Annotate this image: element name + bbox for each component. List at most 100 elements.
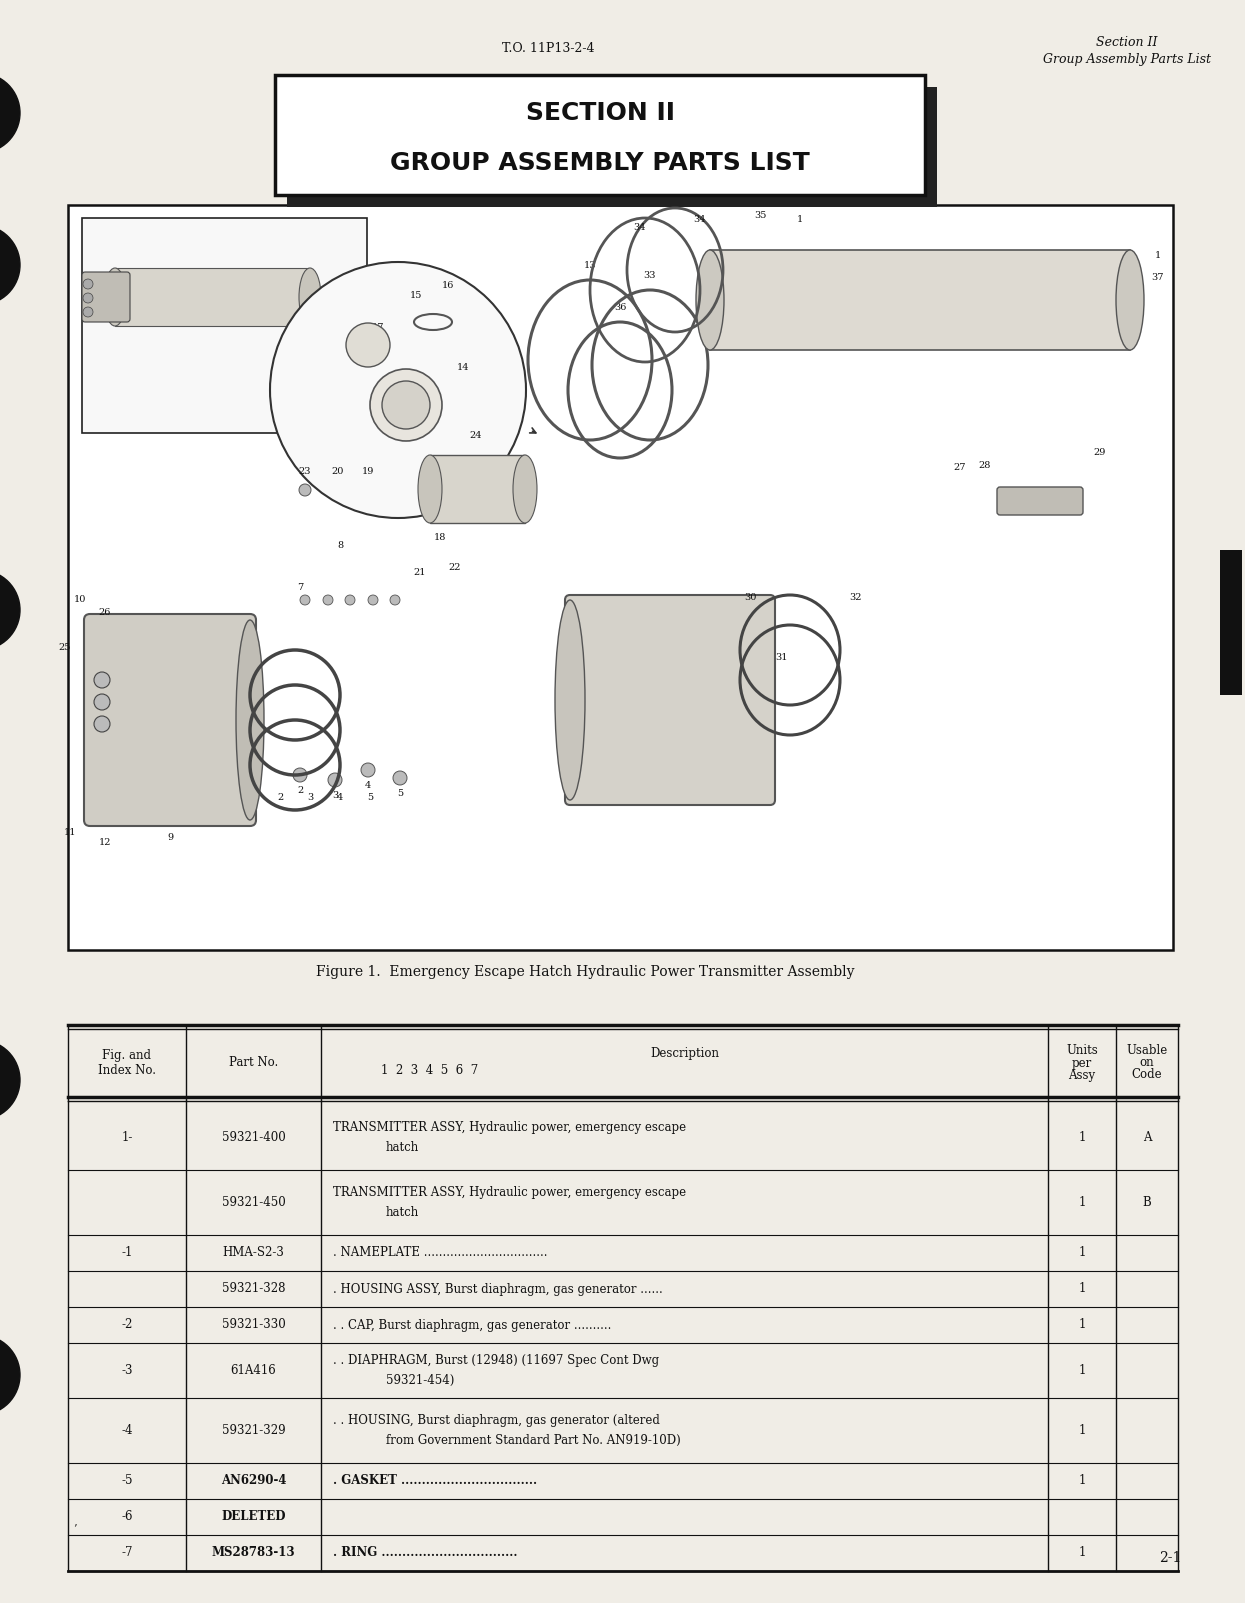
Text: 1  2  3  4  5  6  7: 1 2 3 4 5 6 7: [381, 1064, 478, 1077]
Bar: [82, 218, 367, 433]
Text: -5: -5: [121, 1475, 133, 1488]
Text: 20: 20: [332, 466, 344, 476]
Text: 1: 1: [1078, 1247, 1086, 1260]
Text: 18: 18: [433, 534, 446, 542]
Text: 1-: 1-: [121, 1132, 133, 1145]
Text: 7: 7: [296, 583, 303, 592]
Text: 17: 17: [372, 322, 385, 332]
Text: 27: 27: [954, 463, 966, 471]
Text: per: per: [1072, 1056, 1092, 1069]
Text: Units: Units: [1066, 1045, 1098, 1058]
Text: 4: 4: [337, 793, 344, 802]
Text: 2-1: 2-1: [1159, 1552, 1182, 1565]
Text: 2: 2: [296, 785, 303, 795]
Circle shape: [327, 773, 342, 787]
Text: T.O. 11P13-2-4: T.O. 11P13-2-4: [502, 42, 594, 55]
Ellipse shape: [382, 382, 430, 430]
Text: Figure 1.  Emergency Escape Hatch Hydraulic Power Transmitter Assembly: Figure 1. Emergency Escape Hatch Hydraul…: [316, 965, 854, 979]
Bar: [275, 75, 925, 196]
Circle shape: [369, 595, 378, 604]
Text: . . CAP, Burst diaphragm, gas generator ..........: . . CAP, Burst diaphragm, gas generator …: [332, 1319, 611, 1332]
Text: -2: -2: [121, 1319, 133, 1332]
Circle shape: [322, 595, 332, 604]
Text: . GASKET .................................: . GASKET ...............................…: [332, 1475, 537, 1488]
Text: 29: 29: [1094, 447, 1107, 457]
Text: HMA-S2-3: HMA-S2-3: [223, 1247, 284, 1260]
Text: -4: -4: [121, 1423, 133, 1436]
Text: -3: -3: [121, 1364, 133, 1377]
Circle shape: [300, 595, 310, 604]
Circle shape: [83, 308, 93, 317]
Text: 5: 5: [367, 793, 374, 802]
Text: hatch: hatch: [386, 1141, 420, 1154]
Circle shape: [345, 595, 355, 604]
Circle shape: [0, 1335, 20, 1415]
Text: 30: 30: [743, 593, 756, 603]
Circle shape: [270, 261, 525, 518]
Text: 2: 2: [276, 793, 283, 802]
Circle shape: [393, 771, 407, 785]
Text: 11: 11: [63, 829, 76, 837]
Circle shape: [299, 484, 311, 495]
FancyBboxPatch shape: [565, 595, 774, 805]
Text: 21: 21: [413, 567, 426, 577]
Circle shape: [0, 1040, 20, 1120]
Text: 36: 36: [614, 303, 626, 313]
Bar: [288, 87, 937, 207]
Text: 1: 1: [1078, 1364, 1086, 1377]
Text: 1: 1: [1155, 252, 1162, 260]
Text: 35: 35: [753, 212, 766, 220]
Circle shape: [95, 672, 110, 688]
Text: 5: 5: [397, 789, 403, 798]
Text: 1: 1: [1078, 1196, 1086, 1209]
Circle shape: [390, 595, 400, 604]
Text: 19: 19: [362, 466, 375, 476]
Text: 10: 10: [73, 595, 86, 604]
Text: 34: 34: [634, 223, 646, 232]
Text: 8: 8: [337, 540, 344, 550]
Bar: [430, 455, 525, 523]
Text: 1: 1: [1078, 1132, 1086, 1145]
Text: 1: 1: [1078, 1319, 1086, 1332]
Text: . RING .................................: . RING .................................: [332, 1547, 518, 1560]
Text: Assy: Assy: [1068, 1069, 1096, 1082]
Ellipse shape: [237, 620, 264, 821]
Text: 59321-330: 59321-330: [222, 1319, 285, 1332]
Text: Group Assembly Parts List: Group Assembly Parts List: [1043, 53, 1210, 66]
Text: . . HOUSING, Burst diaphragm, gas generator (altered: . . HOUSING, Burst diaphragm, gas genera…: [332, 1414, 660, 1427]
Bar: [710, 250, 1130, 349]
Text: 1: 1: [1078, 1282, 1086, 1295]
Text: on: on: [1139, 1056, 1154, 1069]
Circle shape: [293, 768, 308, 782]
Text: 22: 22: [448, 563, 461, 572]
Text: Section II: Section II: [1096, 37, 1158, 50]
Text: SECTION II: SECTION II: [525, 101, 675, 125]
Text: 59321-454): 59321-454): [386, 1374, 454, 1387]
Text: . . DIAPHRAGM, Burst (12948) (11697 Spec Cont Dwg: . . DIAPHRAGM, Burst (12948) (11697 Spec…: [332, 1355, 659, 1367]
Ellipse shape: [105, 268, 126, 325]
Text: Code: Code: [1132, 1069, 1163, 1082]
Ellipse shape: [299, 268, 321, 325]
Text: ’: ’: [73, 1523, 77, 1532]
Text: 24: 24: [469, 431, 482, 439]
Text: -6: -6: [121, 1510, 133, 1523]
Text: 1: 1: [1078, 1423, 1086, 1436]
Text: Fig. and: Fig. and: [102, 1048, 152, 1061]
Circle shape: [346, 322, 390, 367]
Text: 31: 31: [776, 652, 788, 662]
Text: 23: 23: [299, 466, 311, 476]
Circle shape: [0, 571, 20, 649]
Circle shape: [362, 484, 373, 495]
Text: 61A416: 61A416: [230, 1364, 276, 1377]
Text: 13: 13: [584, 261, 596, 269]
Text: Description: Description: [650, 1047, 720, 1060]
Text: Part No.: Part No.: [229, 1056, 278, 1069]
Text: 59321-400: 59321-400: [222, 1132, 285, 1145]
FancyBboxPatch shape: [83, 614, 256, 826]
Text: 28: 28: [979, 462, 991, 470]
Circle shape: [83, 279, 93, 289]
Text: . HOUSING ASSY, Burst diaphragm, gas generator ......: . HOUSING ASSY, Burst diaphragm, gas gen…: [332, 1282, 662, 1295]
Circle shape: [361, 763, 375, 777]
Circle shape: [0, 74, 20, 152]
Circle shape: [0, 224, 20, 305]
